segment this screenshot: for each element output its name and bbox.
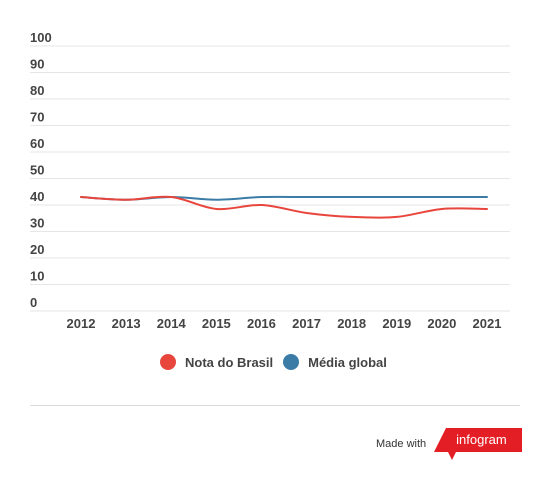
legend-label: Média global [308, 354, 387, 370]
legend-item-nota-do-brasil[interactable]: Nota do Brasil [160, 354, 273, 370]
footer: Made with infogram [376, 428, 523, 460]
x-tick-label: 2014 [157, 316, 187, 331]
made-with-text: Made with [376, 438, 427, 450]
footer-divider [30, 405, 520, 406]
y-tick-label: 60 [30, 136, 44, 151]
y-tick-label: 0 [30, 295, 37, 310]
y-tick-label: 20 [30, 242, 44, 257]
infogram-flag-icon [434, 428, 523, 460]
legend-label: Nota do Brasil [185, 354, 274, 370]
legend-dot-icon [283, 354, 300, 370]
infogram-logo[interactable]: infogram [434, 428, 523, 460]
y-tick-label: 90 [30, 57, 44, 72]
y-tick-label: 70 [30, 110, 44, 125]
x-tick-label: 2020 [427, 316, 456, 331]
x-tick-label: 2012 [67, 316, 96, 331]
gridlines [30, 45, 510, 312]
x-tick-label: 2016 [247, 316, 276, 331]
legend: Nota do Brasil Média global [160, 354, 397, 370]
legend-dot-icon [160, 354, 176, 370]
x-tick-label: 2015 [202, 316, 231, 331]
legend-item-media-global[interactable]: Média global [283, 354, 387, 370]
x-tick-label: 2019 [382, 316, 411, 331]
y-tick-label: 80 [30, 83, 44, 98]
x-tick-label: 2017 [292, 316, 321, 331]
x-tick-label: 2018 [337, 316, 366, 331]
y-tick-label: 100 [30, 30, 52, 45]
y-tick-label: 10 [30, 269, 44, 284]
infogram-logo-text: infogram [456, 432, 507, 447]
y-tick-label: 50 [30, 163, 44, 178]
y-tick-label: 40 [30, 189, 44, 204]
x-tick-label: 2013 [112, 316, 141, 331]
y-tick-label: 30 [30, 216, 44, 231]
x-tick-label: 2021 [473, 316, 502, 331]
x-axis-ticks: 2012 2013 2014 2015 2016 2017 2018 2019 2020 2021 [67, 316, 502, 331]
series-lines [80, 195, 488, 219]
series-line-nota-do-brasil[interactable] [80, 195, 488, 219]
